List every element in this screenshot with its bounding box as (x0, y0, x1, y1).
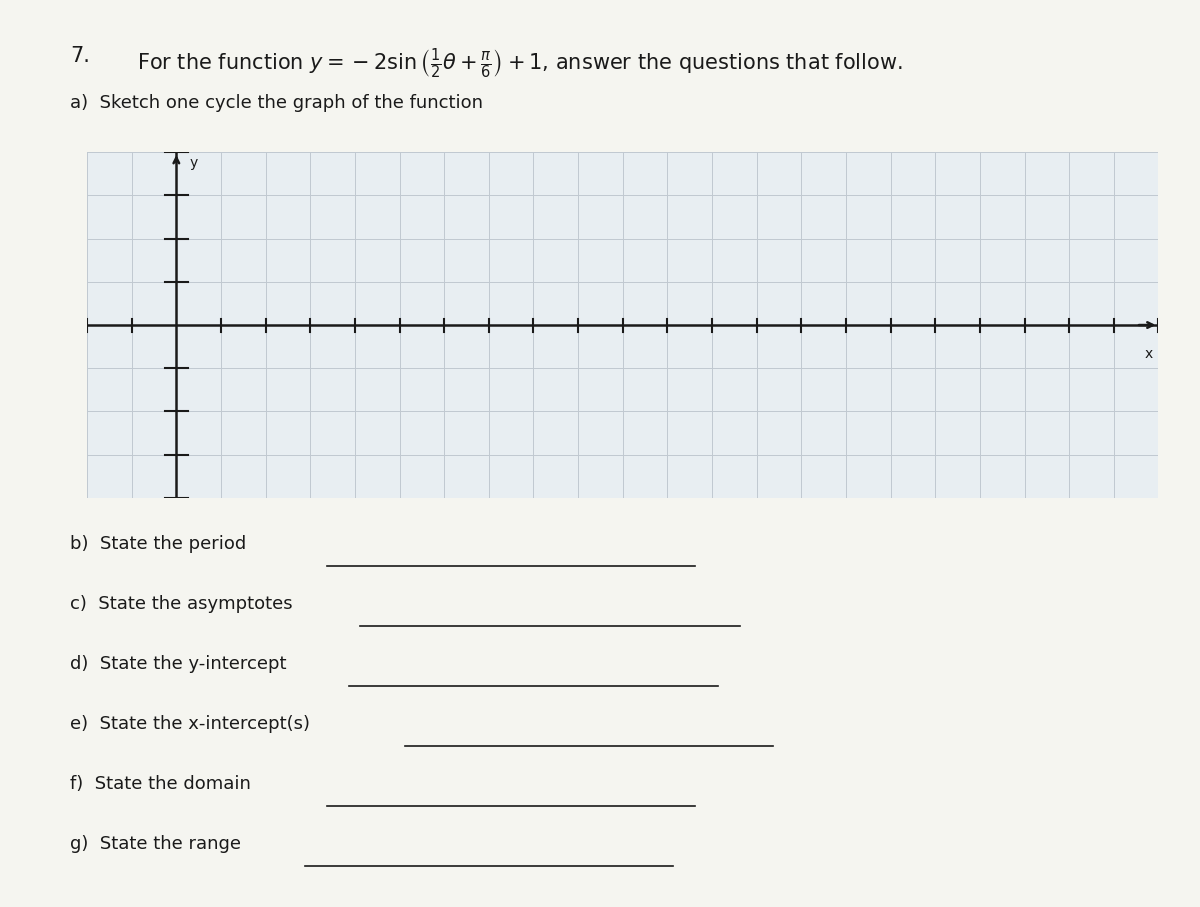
Text: f)  State the domain: f) State the domain (71, 775, 251, 794)
Text: 7.: 7. (71, 46, 90, 66)
Text: a)  Sketch one cycle the graph of the function: a) Sketch one cycle the graph of the fun… (71, 94, 484, 112)
Text: g)  State the range: g) State the range (71, 835, 241, 853)
Text: b)  State the period: b) State the period (71, 535, 246, 553)
Text: d)  State the y-intercept: d) State the y-intercept (71, 655, 287, 673)
Text: e)  State the x-intercept(s): e) State the x-intercept(s) (71, 716, 311, 734)
Text: For the function $y = -2\sin\left(\frac{1}{2}\theta + \frac{\pi}{6}\right) + 1$,: For the function $y = -2\sin\left(\frac{… (137, 46, 904, 81)
Text: c)  State the asymptotes: c) State the asymptotes (71, 595, 293, 613)
